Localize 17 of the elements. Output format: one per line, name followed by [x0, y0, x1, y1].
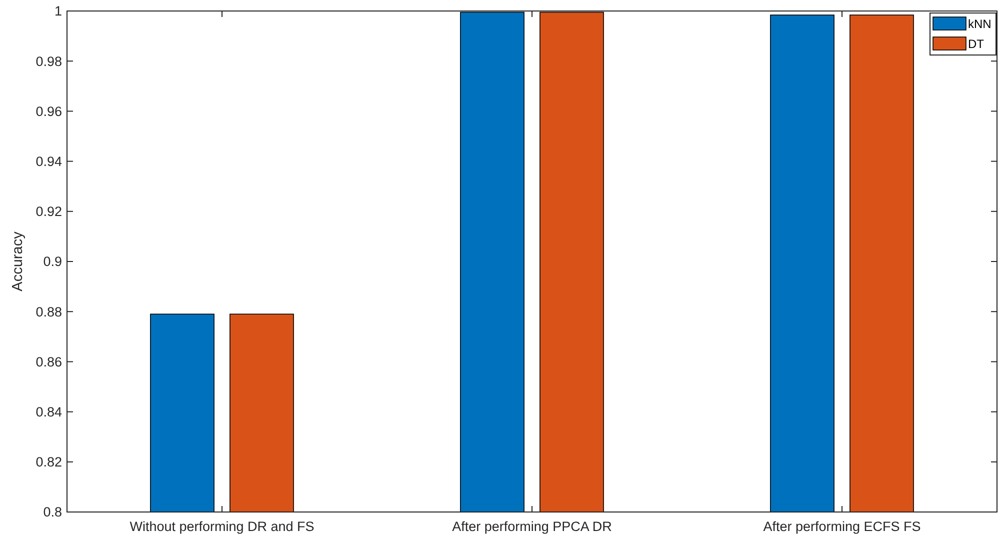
y-tick-label: 0.84	[36, 404, 62, 420]
y-tick-label: 0.98	[36, 54, 62, 69]
y-axis-title: Accuracy	[10, 230, 26, 292]
y-tick-label: 0.86	[36, 354, 62, 370]
x-tick-label: After performing PPCA DR	[452, 519, 612, 534]
y-tick-label: 0.92	[36, 204, 62, 220]
x-tick-label: After performing ECFS FS	[763, 519, 921, 534]
x-tick-label: Without performing DR and FS	[130, 519, 314, 534]
y-tick-label: 0.88	[36, 304, 62, 320]
y-tick-label: 0.82	[36, 454, 62, 470]
y-tick-label: 0.94	[36, 154, 62, 170]
y-tick-label: 0.8	[43, 504, 62, 520]
y-tick-label: 1	[54, 4, 62, 19]
y-tick-label: 0.9	[43, 254, 62, 270]
legend-label: DT	[968, 37, 985, 52]
y-tick-label: 0.96	[36, 104, 62, 119]
legend-label: kNN	[968, 17, 992, 32]
